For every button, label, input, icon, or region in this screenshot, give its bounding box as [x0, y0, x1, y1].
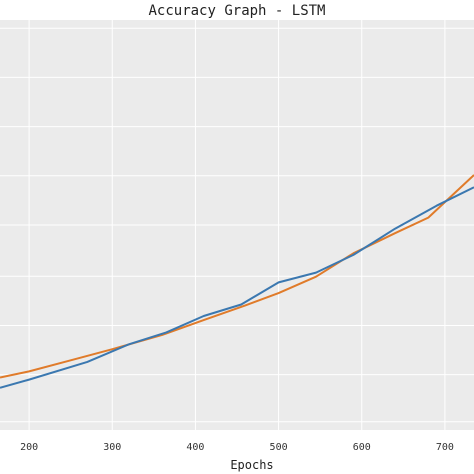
series-line-1	[0, 174, 474, 379]
x-tick-label: 700	[436, 442, 454, 453]
x-axis-label: Epochs	[230, 458, 273, 472]
x-tick-labels: 200 300 400 500 600 700	[20, 442, 454, 453]
x-tick-label: 200	[20, 442, 38, 453]
x-tick-label: 400	[186, 442, 204, 453]
chart-title: Accuracy Graph - LSTM	[148, 3, 325, 19]
x-tick-label: 300	[103, 442, 121, 453]
series-lines	[0, 174, 474, 389]
x-tick-label: 500	[270, 442, 288, 453]
gridlines	[0, 20, 474, 430]
series-line-2	[0, 186, 474, 389]
x-tick-label: 600	[353, 442, 371, 453]
